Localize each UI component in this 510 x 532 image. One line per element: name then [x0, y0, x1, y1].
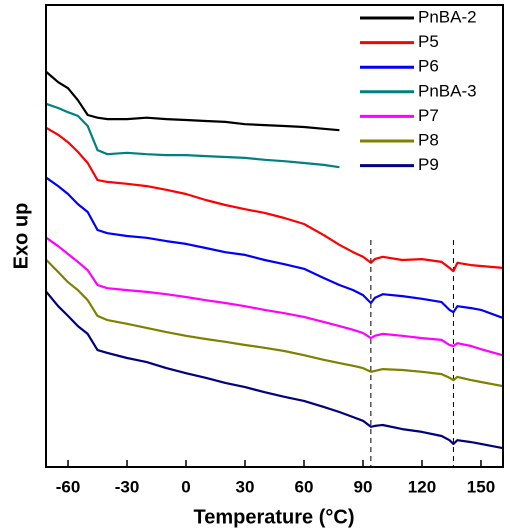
x-tick-label: -30	[115, 477, 140, 496]
y-axis-label: Exo up	[10, 203, 32, 270]
legend-label: P9	[418, 155, 439, 174]
legend-label: PnBA-3	[418, 81, 477, 100]
series-line	[45, 176, 503, 319]
x-tick-label: 30	[236, 477, 255, 496]
series-line	[45, 126, 503, 273]
x-tick-label: 150	[467, 477, 495, 496]
legend-label: P7	[418, 106, 439, 125]
legend-label: P5	[418, 32, 439, 51]
x-tick-label: -60	[56, 477, 81, 496]
series-line	[45, 71, 340, 132]
x-tick-label: 0	[181, 477, 190, 496]
series-line	[45, 259, 503, 388]
x-tick-label: 90	[354, 477, 373, 496]
x-tick-label: 120	[408, 477, 436, 496]
series-line	[45, 291, 503, 450]
x-tick-label: 60	[295, 477, 314, 496]
series-line	[45, 236, 503, 357]
legend-label: P6	[418, 57, 439, 76]
legend-label: P8	[418, 130, 439, 149]
legend-label: PnBA-2	[418, 7, 477, 26]
x-axis-label: Temperature (°C)	[194, 506, 355, 528]
plot-frame	[45, 4, 504, 468]
series-line	[46, 102, 340, 169]
